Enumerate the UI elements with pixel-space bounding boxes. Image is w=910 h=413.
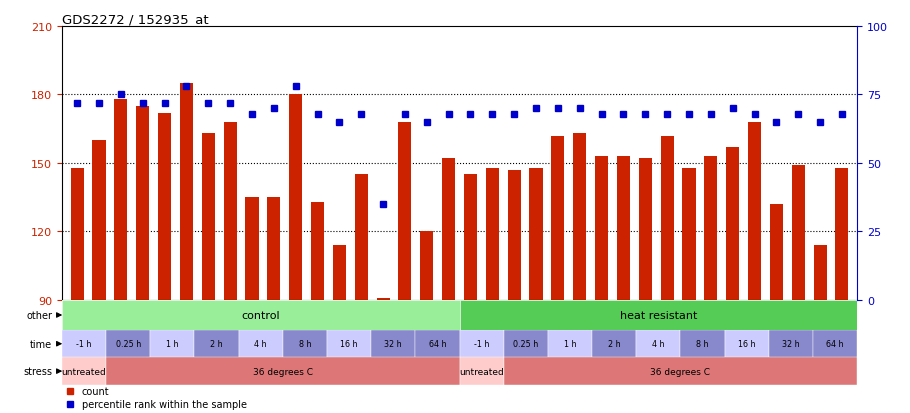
Text: -1 h: -1 h	[76, 339, 92, 349]
Bar	[504, 358, 857, 385]
Bar	[704, 157, 717, 300]
Text: 2 h: 2 h	[210, 339, 223, 349]
Bar	[595, 157, 608, 300]
Text: 16 h: 16 h	[340, 339, 358, 349]
Bar	[371, 330, 415, 358]
Bar	[246, 198, 258, 300]
Text: GDS2272 / 152935_at: GDS2272 / 152935_at	[62, 13, 208, 26]
Text: untreated: untreated	[460, 367, 504, 376]
Text: 0.25 h: 0.25 h	[513, 339, 539, 349]
Text: 8 h: 8 h	[696, 339, 709, 349]
Bar	[682, 168, 695, 300]
Bar	[551, 136, 564, 300]
Text: 32 h: 32 h	[384, 339, 402, 349]
Text: 1 h: 1 h	[167, 339, 178, 349]
Bar	[224, 123, 237, 300]
Bar	[508, 171, 521, 300]
Bar	[548, 330, 592, 358]
Bar	[661, 136, 673, 300]
Text: 64 h: 64 h	[826, 339, 844, 349]
Text: 4 h: 4 h	[652, 339, 664, 349]
Bar	[835, 168, 848, 300]
Bar	[150, 330, 195, 358]
Text: heat resistant: heat resistant	[620, 310, 697, 320]
Bar	[399, 123, 411, 300]
Text: 4 h: 4 h	[255, 339, 267, 349]
Bar	[770, 204, 783, 300]
Bar	[573, 134, 586, 300]
Bar	[442, 159, 455, 300]
Text: 36 degrees C: 36 degrees C	[253, 367, 313, 376]
Text: untreated: untreated	[62, 367, 106, 376]
Bar	[486, 168, 499, 300]
Bar	[460, 358, 504, 385]
Text: control: control	[241, 310, 280, 320]
Bar	[724, 330, 769, 358]
Bar	[792, 166, 804, 300]
Bar	[62, 358, 106, 385]
Bar	[106, 330, 150, 358]
Text: count: count	[82, 387, 109, 396]
Bar	[268, 198, 280, 300]
Bar	[504, 330, 548, 358]
Bar	[639, 159, 652, 300]
Bar	[93, 141, 106, 300]
Bar	[195, 330, 238, 358]
Bar	[617, 157, 630, 300]
Bar	[106, 358, 460, 385]
Bar	[71, 168, 84, 300]
Bar	[814, 246, 826, 300]
Bar	[420, 232, 433, 300]
Bar	[115, 100, 127, 300]
Text: -1 h: -1 h	[474, 339, 490, 349]
Bar	[460, 330, 504, 358]
Text: 36 degrees C: 36 degrees C	[651, 367, 711, 376]
Bar	[530, 168, 542, 300]
Bar	[62, 330, 106, 358]
Text: 64 h: 64 h	[429, 339, 446, 349]
Bar	[748, 123, 761, 300]
Bar	[636, 330, 681, 358]
Bar	[158, 114, 171, 300]
Text: percentile rank within the sample: percentile rank within the sample	[82, 399, 247, 409]
Bar	[311, 202, 324, 300]
Text: 8 h: 8 h	[298, 339, 311, 349]
Text: stress: stress	[24, 366, 53, 376]
Bar	[813, 330, 857, 358]
Bar	[327, 330, 371, 358]
Bar	[681, 330, 724, 358]
Bar	[180, 84, 193, 300]
Text: 32 h: 32 h	[782, 339, 800, 349]
Text: 16 h: 16 h	[738, 339, 755, 349]
Bar	[460, 300, 857, 330]
Bar	[283, 330, 327, 358]
Bar	[62, 300, 460, 330]
Bar	[136, 107, 149, 300]
Bar	[464, 175, 477, 300]
Bar	[202, 134, 215, 300]
Bar	[355, 175, 368, 300]
Text: 0.25 h: 0.25 h	[116, 339, 141, 349]
Text: 1 h: 1 h	[564, 339, 576, 349]
Bar	[377, 298, 389, 300]
Bar	[333, 246, 346, 300]
Text: other: other	[26, 310, 53, 320]
Bar	[726, 147, 739, 300]
Bar	[289, 95, 302, 300]
Bar	[592, 330, 636, 358]
Bar	[769, 330, 813, 358]
Bar	[238, 330, 283, 358]
Bar	[415, 330, 460, 358]
Text: time: time	[30, 339, 53, 349]
Text: 2 h: 2 h	[608, 339, 621, 349]
